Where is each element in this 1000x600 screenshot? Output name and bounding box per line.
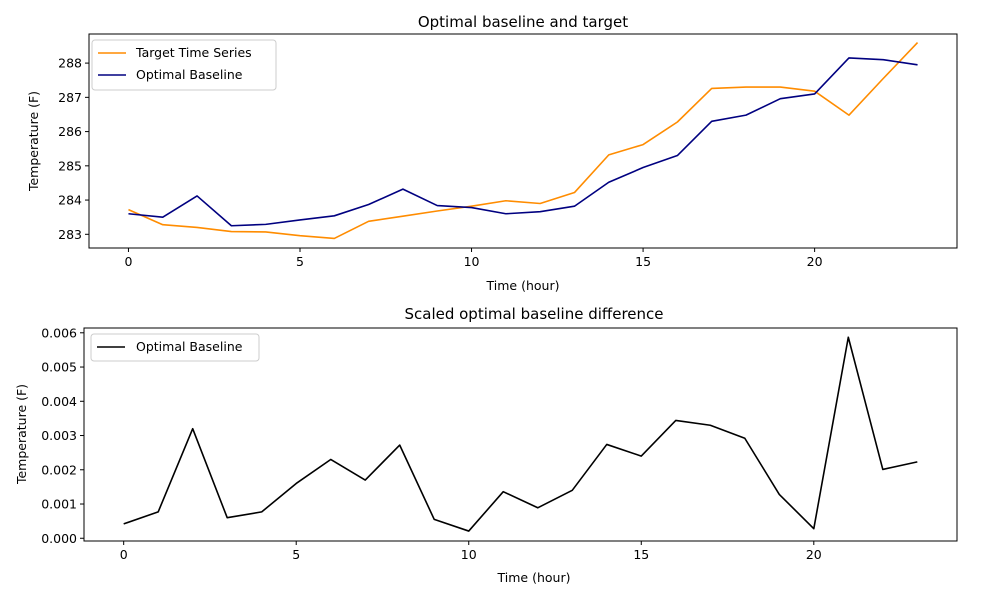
x-tick-label: 10 bbox=[461, 547, 477, 562]
plot-top-xticks: 0 5 10 15 20 bbox=[124, 248, 823, 269]
plot-bottom-yticks: 0.000 0.001 0.002 0.003 0.004 0.005 0.006 bbox=[41, 325, 84, 546]
plot-bottom-lines bbox=[123, 336, 918, 532]
plot-bottom: Scaled optimal baseline difference Time … bbox=[14, 305, 958, 585]
y-tick-label: 286 bbox=[58, 124, 82, 139]
x-tick-label: 20 bbox=[807, 254, 823, 269]
x-tick-label: 20 bbox=[806, 547, 822, 562]
plot-top-ylabel: Temperature (F) bbox=[26, 91, 41, 192]
plot-bottom-title: Scaled optimal baseline difference bbox=[404, 305, 663, 323]
y-tick-label: 283 bbox=[58, 227, 82, 242]
x-tick-label: 0 bbox=[124, 254, 132, 269]
y-tick-label: 0.002 bbox=[41, 462, 77, 477]
legend-label-baseline: Optimal Baseline bbox=[136, 67, 243, 82]
x-tick-label: 0 bbox=[120, 547, 128, 562]
y-tick-label: 0.000 bbox=[41, 531, 77, 546]
y-tick-label: 0.001 bbox=[41, 497, 77, 512]
series-line-1 bbox=[128, 57, 918, 227]
y-tick-label: 0.003 bbox=[41, 428, 77, 443]
plot-bottom-frame bbox=[83, 327, 958, 542]
plot-top-legend: Target Time Series Optimal Baseline bbox=[91, 39, 277, 91]
plot-bottom-ylabel: Temperature (F) bbox=[14, 384, 29, 485]
legend-box bbox=[91, 39, 277, 91]
y-tick-label: 285 bbox=[58, 158, 82, 173]
x-tick-label: 15 bbox=[633, 547, 649, 562]
legend-label-baseline: Optimal Baseline bbox=[136, 339, 243, 354]
plot-bottom-legend: Optimal Baseline bbox=[90, 333, 260, 362]
plot-top-xlabel: Time (hour) bbox=[486, 278, 560, 293]
plot-top-yticks: 283 284 285 286 287 288 bbox=[58, 56, 89, 242]
legend-box bbox=[90, 333, 260, 362]
y-tick-label: 287 bbox=[58, 90, 82, 105]
y-tick-label: 0.006 bbox=[41, 325, 77, 340]
y-tick-label: 0.004 bbox=[41, 394, 77, 409]
y-tick-label: 0.005 bbox=[41, 360, 77, 375]
plot-top-lines bbox=[128, 42, 919, 240]
plot-bottom-xlabel: Time (hour) bbox=[497, 570, 571, 585]
x-tick-label: 5 bbox=[292, 547, 300, 562]
plot-bottom-xticks: 0 5 10 15 20 bbox=[120, 541, 822, 562]
series-line-0 bbox=[123, 336, 918, 532]
x-tick-label: 10 bbox=[464, 254, 480, 269]
y-tick-label: 284 bbox=[58, 193, 82, 208]
x-tick-label: 5 bbox=[296, 254, 304, 269]
plot-top-title: Optimal baseline and target bbox=[418, 13, 628, 31]
x-tick-label: 15 bbox=[635, 254, 651, 269]
series-line-0 bbox=[128, 42, 919, 240]
plot-top: Optimal baseline and target Time (hour) … bbox=[26, 13, 958, 293]
y-tick-label: 288 bbox=[58, 56, 82, 71]
legend-label-target: Target Time Series bbox=[135, 45, 252, 60]
